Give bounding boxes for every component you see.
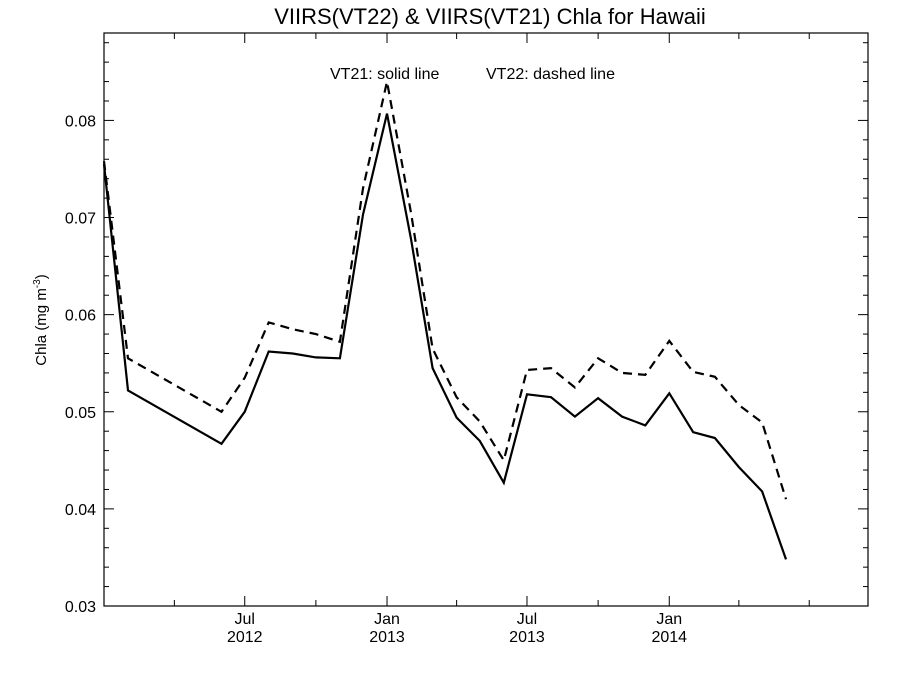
x-tick-year-label: 2012: [227, 629, 263, 646]
y-axis-label: Chla (mg m-3): [32, 274, 50, 365]
legend-dashed-text: VT22: dashed line: [486, 66, 615, 83]
series-layer: [102, 81, 788, 560]
y-tick-label: 0.03: [65, 599, 96, 616]
y-axis-label-main: Chla (mg m: [33, 288, 50, 366]
y-tick-label: 0.05: [65, 405, 96, 422]
y-axis-label-close: ): [33, 274, 50, 279]
x-tick-year-label: 2013: [509, 629, 545, 646]
x-tick-month-label: Jul: [517, 611, 537, 628]
series-line-dashed: [102, 81, 788, 500]
x-tick-month-label: Jul: [235, 611, 255, 628]
x-tick-year-label: 2014: [651, 629, 687, 646]
y-axis-ticks: 0.03 0.04 0.05 0.06 0.07 0.08: [65, 42, 868, 616]
x-tick-month-label: Jan: [656, 611, 682, 628]
y-tick-label: 0.04: [65, 502, 96, 519]
plot-frame: [103, 32, 869, 607]
legend-solid-text: VT21: solid line: [330, 66, 439, 83]
x-tick-month-label: Jan: [374, 611, 400, 628]
y-tick-label: 0.07: [65, 211, 96, 228]
x-tick-year-label: 2013: [369, 629, 405, 646]
series-line-solid: [102, 113, 788, 560]
y-axis-label-superscript: -3: [32, 279, 43, 288]
y-tick-label: 0.06: [65, 308, 96, 325]
y-tick-label: 0.08: [65, 113, 96, 130]
chart-title: VIIRS(VT22) & VIIRS(VT21) Chla for Hawai…: [274, 4, 706, 29]
